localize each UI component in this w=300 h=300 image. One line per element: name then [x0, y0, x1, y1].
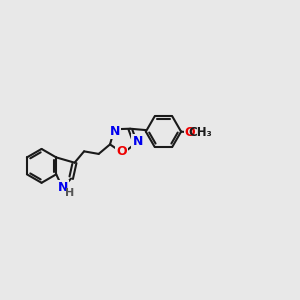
Text: H: H	[65, 188, 74, 198]
Text: N: N	[57, 181, 68, 194]
Text: O: O	[184, 126, 195, 139]
Text: N: N	[110, 124, 120, 137]
Text: O: O	[116, 145, 127, 158]
Text: N: N	[132, 135, 143, 148]
Text: CH₃: CH₃	[189, 126, 212, 139]
